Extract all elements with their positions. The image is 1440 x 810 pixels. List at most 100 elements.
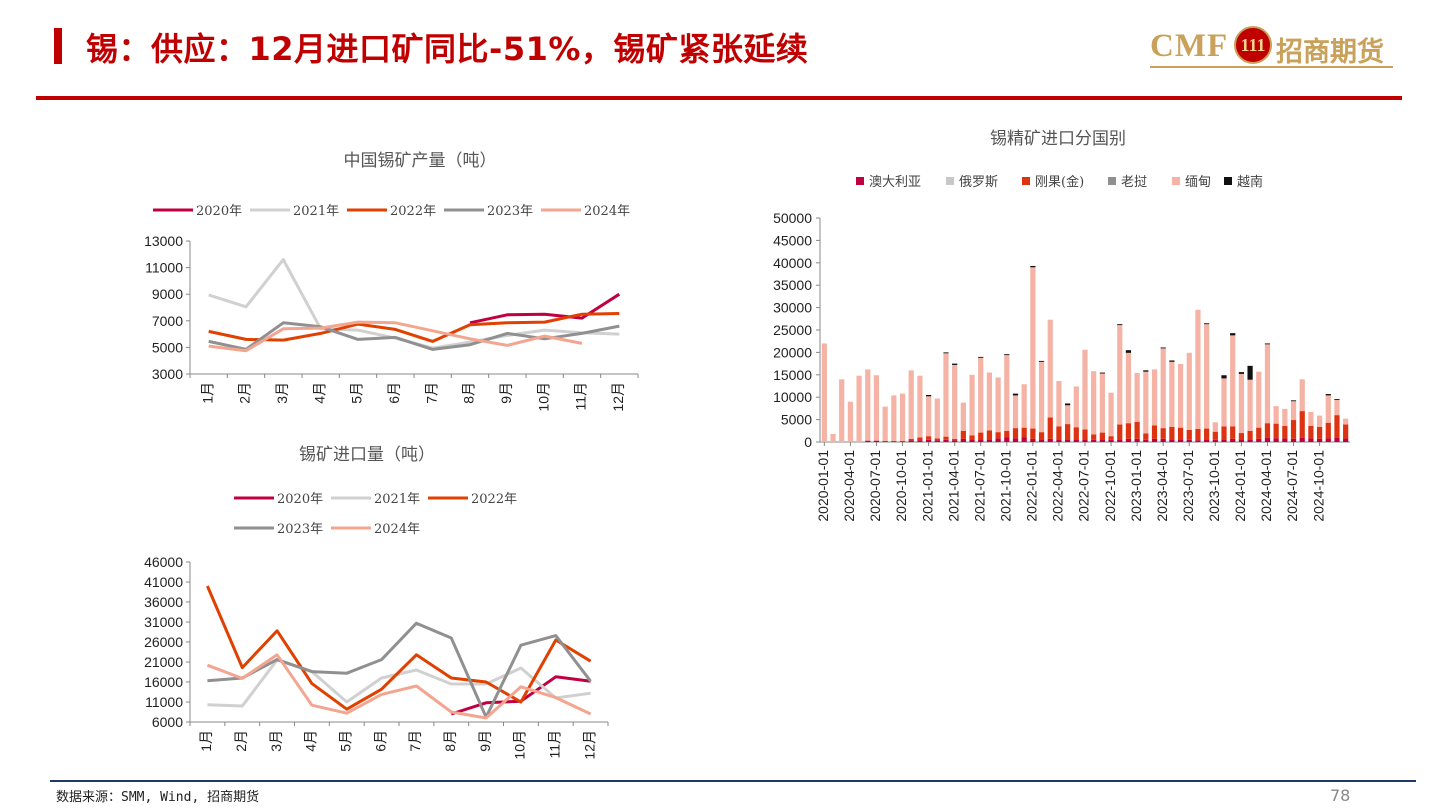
y-tick-label: 5000 [781, 412, 812, 428]
bar-segment-澳大利亚 [1343, 438, 1349, 442]
y-tick-label: 35000 [773, 277, 812, 293]
x-tick-label: 2022-07-01 [1076, 450, 1092, 522]
bar-segment-澳大利亚 [1151, 438, 1158, 442]
y-tick-label: 25000 [773, 322, 812, 338]
x-tick-label: 2024-07-01 [1284, 450, 1300, 522]
bar-segment-澳大利亚 [943, 439, 949, 442]
y-tick-label: 0 [804, 434, 812, 450]
bar-segment-澳大利亚 [1186, 439, 1192, 442]
bar-segment-澳大利亚 [1065, 439, 1071, 442]
bar-segment-缅甸 [960, 402, 966, 431]
bar-segment-缅甸 [873, 375, 880, 441]
bar-segment-澳大利亚 [1038, 439, 1045, 442]
bar-segment-刚果(金) [978, 432, 984, 440]
x-tick-label: 4月 [311, 382, 327, 404]
x-tick-label: 2021-07-01 [971, 450, 987, 522]
bar-segment-缅甸 [1143, 371, 1149, 434]
bar-segment-缅甸 [1108, 392, 1114, 437]
series-line-2022年 [206, 585, 592, 711]
bar-segment-缅甸 [865, 369, 871, 441]
bar-segment-澳大利亚 [891, 441, 897, 442]
y-tick-label: 26000 [144, 634, 183, 650]
chart-title: 锡矿进口量（吨） [299, 445, 435, 465]
y-tick-label: 7000 [152, 313, 183, 329]
bar-segment-澳大利亚 [1195, 440, 1201, 442]
x-tick-label: 2024-04-01 [1258, 450, 1274, 522]
bar-segment-刚果(金) [1177, 427, 1184, 440]
y-tick-label: 20000 [773, 344, 812, 360]
bar-segment-缅甸 [969, 374, 975, 436]
bar-segment-刚果(金) [1334, 415, 1340, 438]
bar-segment-澳大利亚 [934, 440, 940, 442]
y-tick-label: 10000 [773, 389, 812, 405]
x-tick-label: 2022-01-01 [1024, 450, 1040, 522]
bar-segment-缅甸 [821, 343, 827, 442]
legend-label: 2022年 [390, 204, 436, 219]
bar-segment-澳大利亚 [1056, 439, 1062, 442]
bar-segment-刚果(金) [1030, 428, 1036, 439]
legend-label: 老挝 [1121, 175, 1147, 190]
bar-segment-缅甸 [1264, 344, 1271, 424]
x-tick-label: 2021-01-01 [919, 450, 935, 522]
x-tick-label: 2月 [237, 382, 253, 404]
bar-segment-刚果(金) [908, 438, 914, 441]
x-tick-label: 10月 [512, 730, 528, 760]
bar-segment-刚果(金) [1082, 429, 1088, 440]
bar-segment-越南 [978, 356, 984, 358]
bar-segment-澳大利亚 [1247, 439, 1253, 442]
y-tick-label: 21000 [144, 654, 183, 670]
bar-segment-澳大利亚 [1169, 439, 1175, 442]
bar-segment-澳大利亚 [917, 440, 923, 442]
bar-segment-缅甸 [1334, 399, 1340, 416]
x-tick-label: 2023-10-01 [1206, 450, 1222, 522]
bar-segment-缅甸 [856, 375, 862, 442]
bar-segment-澳大利亚 [1256, 438, 1262, 442]
bar-segment-越南 [1065, 403, 1071, 406]
y-tick-label: 16000 [144, 674, 183, 690]
bar-segment-澳大利亚 [1099, 439, 1105, 442]
x-tick-label: 2月 [233, 730, 249, 752]
x-tick-label: 2020-01-01 [815, 450, 831, 522]
x-tick-label: 5月 [337, 730, 353, 752]
y-tick-label: 5000 [152, 339, 183, 355]
bar-segment-刚果(金) [1038, 432, 1045, 440]
bar-segment-刚果(金) [1325, 422, 1331, 439]
bar-segment-缅甸 [986, 372, 993, 431]
y-tick-label: 30000 [773, 300, 812, 316]
legend-label: 2021年 [293, 204, 339, 219]
bar-segment-刚果(金) [943, 436, 949, 440]
bar-segment-缅甸 [1099, 373, 1105, 433]
bar-segment-缅甸 [1230, 335, 1236, 427]
bar-segment-刚果(金) [1021, 427, 1027, 438]
logo-company-name: 招商期货 [1276, 37, 1384, 68]
bar-segment-澳大利亚 [1047, 438, 1053, 442]
y-tick-label: 36000 [144, 594, 183, 610]
bar-segment-刚果(金) [1186, 429, 1192, 440]
bar-segment-缅甸 [1256, 371, 1262, 428]
x-tick-label: 2023-04-01 [1154, 450, 1170, 522]
bar-segment-澳大利亚 [1221, 439, 1227, 442]
bar-segment-澳大利亚 [908, 440, 914, 442]
series-line-2024年 [206, 653, 592, 720]
bar-segment-澳大利亚 [969, 439, 975, 442]
bar-segment-澳大利亚 [1282, 438, 1288, 442]
legend-label: 2020年 [196, 204, 242, 219]
x-tick-label: 8月 [461, 382, 477, 404]
bar-segment-缅甸 [1038, 361, 1045, 433]
x-tick-label: 10月 [535, 382, 551, 412]
bar-segment-缅甸 [882, 406, 888, 442]
logo-underline [1150, 66, 1393, 68]
x-tick-label: 11月 [573, 382, 589, 411]
bar-segment-刚果(金) [1316, 426, 1323, 439]
bar-segment-缅甸 [830, 433, 836, 442]
logo-badge-icon: 111 [1234, 26, 1272, 64]
bar-segment-缅甸 [1117, 325, 1123, 425]
bar-segment-澳大利亚 [1108, 439, 1114, 442]
bar-segment-越南 [1125, 350, 1132, 353]
x-tick-label: 9月 [477, 730, 493, 752]
legend-label: 2021年 [374, 492, 420, 507]
x-tick-label: 2024-01-01 [1232, 450, 1248, 522]
legend-label: 2020年 [277, 492, 323, 507]
bar-segment-缅甸 [995, 377, 1001, 433]
bar-segment-刚果(金) [1073, 427, 1079, 440]
